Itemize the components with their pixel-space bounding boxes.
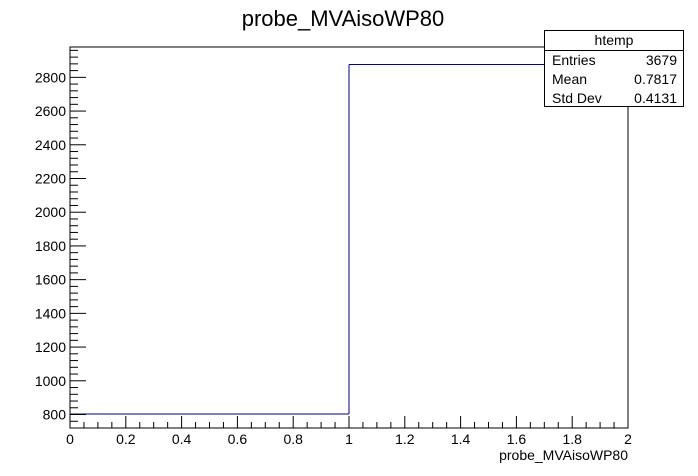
- y-tick-label: 1000: [35, 373, 66, 389]
- y-tick-label: 2200: [35, 170, 66, 186]
- x-tick-label: 1.6: [507, 431, 527, 447]
- x-tick-label: 0: [66, 431, 74, 447]
- y-axis: 800 1000 1200 1400 1600 1800 2000 2200 2400 2600 2…: [35, 49, 86, 429]
- x-tick-label: 2: [624, 431, 632, 447]
- stats-label: Std Dev: [552, 90, 602, 106]
- y-tick-label: 2400: [35, 137, 66, 153]
- stats-value: 0.7817: [634, 71, 677, 87]
- y-tick-label: 1800: [35, 238, 66, 254]
- x-tick-label: 0.8: [283, 431, 303, 447]
- stats-row-mean: Mean 0.7817: [545, 70, 683, 89]
- y-tick-label: 2000: [35, 204, 66, 220]
- stats-value: 0.4131: [634, 90, 677, 106]
- y-tick-label: 1200: [35, 339, 66, 355]
- stats-label: Entries: [552, 52, 596, 68]
- x-tick-label: 0.4: [172, 431, 192, 447]
- x-tick-label: 1.2: [395, 431, 415, 447]
- y-tick-label: 1600: [35, 272, 66, 288]
- histogram-bins: [70, 64, 628, 415]
- chart-title: probe_MVAisoWP80: [242, 6, 445, 31]
- y-tick-label: 1400: [35, 305, 66, 321]
- y-tick-label: 2600: [35, 103, 66, 119]
- x-tick-label: 1.8: [562, 431, 582, 447]
- stats-box: htemp Entries 3679 Mean 0.7817 Std Dev 0…: [544, 30, 684, 107]
- x-tick-label: 0.6: [228, 431, 248, 447]
- x-tick-label: 1.4: [451, 431, 471, 447]
- y-tick-label: 800: [43, 407, 67, 423]
- stats-row-entries: Entries 3679: [545, 51, 683, 70]
- stats-row-stddev: Std Dev 0.4131: [545, 89, 683, 108]
- x-axis: 0 0.2 0.4 0.6 0.8 1 1.2 1.4 1.6 1.8 2: [66, 416, 632, 447]
- x-axis-label: probe_MVAisoWP80: [499, 447, 628, 463]
- x-tick-label: 0.2: [116, 431, 136, 447]
- stats-label: Mean: [552, 71, 588, 87]
- stats-value: 3679: [645, 52, 677, 68]
- y-tick-label: 2800: [35, 69, 66, 85]
- x-tick-label: 1: [345, 431, 353, 447]
- stats-box-title: htemp: [545, 31, 683, 51]
